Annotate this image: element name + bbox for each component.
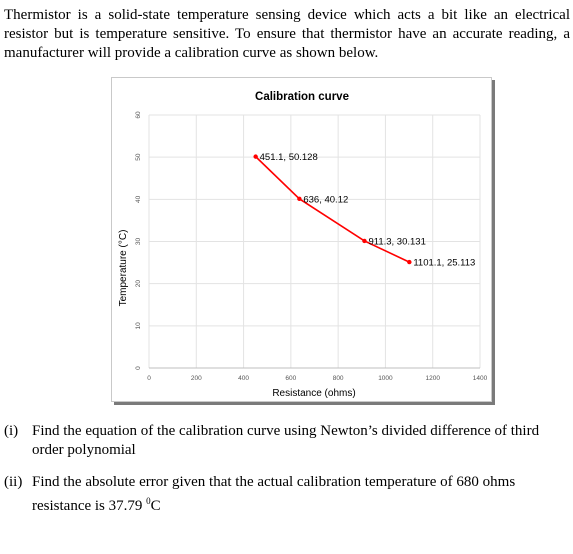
data-point bbox=[362, 238, 367, 244]
question-2-number: (ii) bbox=[4, 474, 23, 490]
series-layer: 451.1, 50.128 636, 40.12 911.3, 30.131 1101… bbox=[253, 152, 475, 269]
chart-svg: 0 200 400 600 800 1000 1200 1400 0 10 20 30 40 50 60 4… bbox=[118, 91, 488, 399]
data-label: 636, 40.12 bbox=[303, 194, 348, 205]
question-2: (ii) Find the absolute error given that … bbox=[4, 473, 569, 516]
x-tick-label: 600 bbox=[285, 375, 296, 382]
question-1-number: (i) bbox=[4, 423, 19, 439]
calibration-line bbox=[255, 156, 410, 263]
data-point bbox=[297, 196, 302, 202]
x-tick-label: 1200 bbox=[425, 375, 440, 382]
x-tick-label: 0 bbox=[147, 375, 151, 382]
data-label: 451.1, 50.128 bbox=[260, 152, 318, 163]
question-1: (i) Find the equation of the calibration… bbox=[4, 422, 569, 460]
y-tick-label: 50 bbox=[135, 153, 142, 161]
x-tick-label: 800 bbox=[333, 375, 344, 382]
question-2-text: Find the absolute error given that the a… bbox=[32, 474, 516, 514]
y-tick-label: 0 bbox=[135, 366, 142, 370]
chart-title: Calibration curve bbox=[255, 91, 349, 103]
data-label: 1101.1, 25.113 bbox=[413, 258, 475, 269]
x-axis-label: Resistance (ohms) bbox=[272, 388, 355, 399]
x-tick-label: 1000 bbox=[378, 375, 393, 382]
x-tick-label: 200 bbox=[191, 375, 202, 382]
data-label: 911.3, 30.131 bbox=[368, 236, 425, 247]
calibration-chart: 0 200 400 600 800 1000 1200 1400 0 10 20 30 40 50 60 4… bbox=[111, 77, 492, 402]
data-point bbox=[253, 154, 258, 159]
data-point bbox=[407, 259, 412, 265]
y-tick-label: 40 bbox=[135, 195, 142, 203]
axis-layer: 0 200 400 600 800 1000 1200 1400 0 10 20 30 40 50 60 bbox=[135, 111, 488, 382]
x-tick-label: 400 bbox=[238, 375, 249, 382]
question-2-unit: C bbox=[150, 498, 161, 514]
y-tick-label: 20 bbox=[135, 280, 142, 288]
intro-paragraph: Thermistor is a solid-state temperature … bbox=[4, 7, 570, 61]
grid-layer bbox=[148, 114, 481, 369]
question-2-unit-degree: 0 bbox=[146, 496, 151, 506]
question-1-text: Find the equation of the calibration cur… bbox=[32, 423, 540, 458]
y-tick-label: 10 bbox=[135, 322, 142, 330]
y-tick-label: 60 bbox=[135, 111, 142, 119]
x-tick-label: 1400 bbox=[473, 375, 488, 382]
y-tick-label: 30 bbox=[135, 238, 142, 246]
y-axis-label: Temperature (°C) bbox=[118, 230, 129, 307]
